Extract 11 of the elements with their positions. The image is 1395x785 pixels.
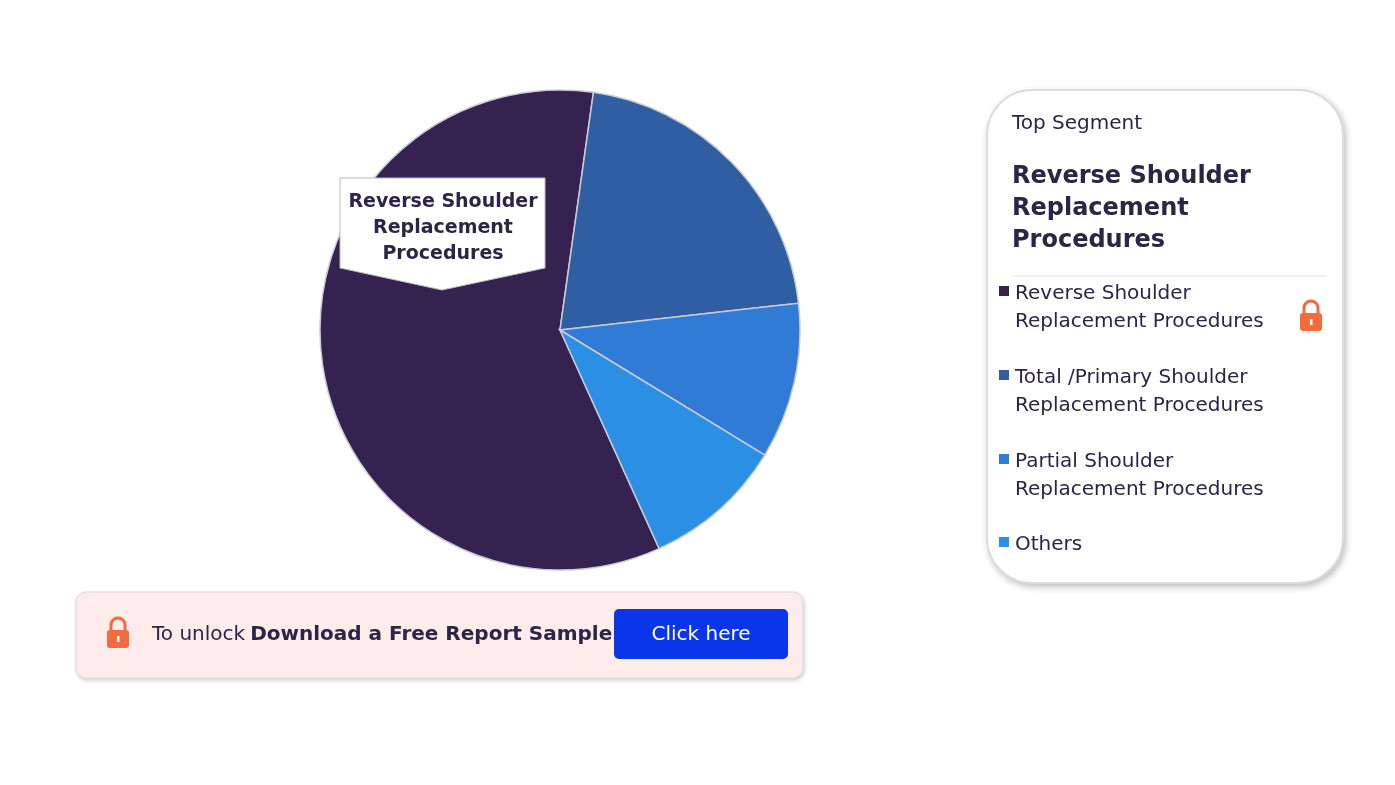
legend-label: Partial Shoulder Replacement Procedures: [1015, 448, 1264, 500]
legend-label: Total /Primary Shoulder Replacement Procedures: [1014, 364, 1264, 416]
category-label: Reverse Shoulder Replacement Procedures: [1012, 161, 1251, 253]
callout-label: Reverse Shoulder Replacement Procedures: [339, 177, 546, 291]
text: Download a Free Report Sample: [250, 621, 613, 645]
legend-title: Top Segment: [1011, 110, 1143, 134]
text: Click here: [651, 621, 751, 645]
legend-label: Reverse Shoulder Replacement Procedures: [1015, 280, 1264, 332]
legend-label: Others: [1015, 531, 1083, 555]
slice-label: Reverse Shoulder Replacement Procedures: [348, 189, 539, 263]
text: To unlock: [151, 621, 246, 645]
